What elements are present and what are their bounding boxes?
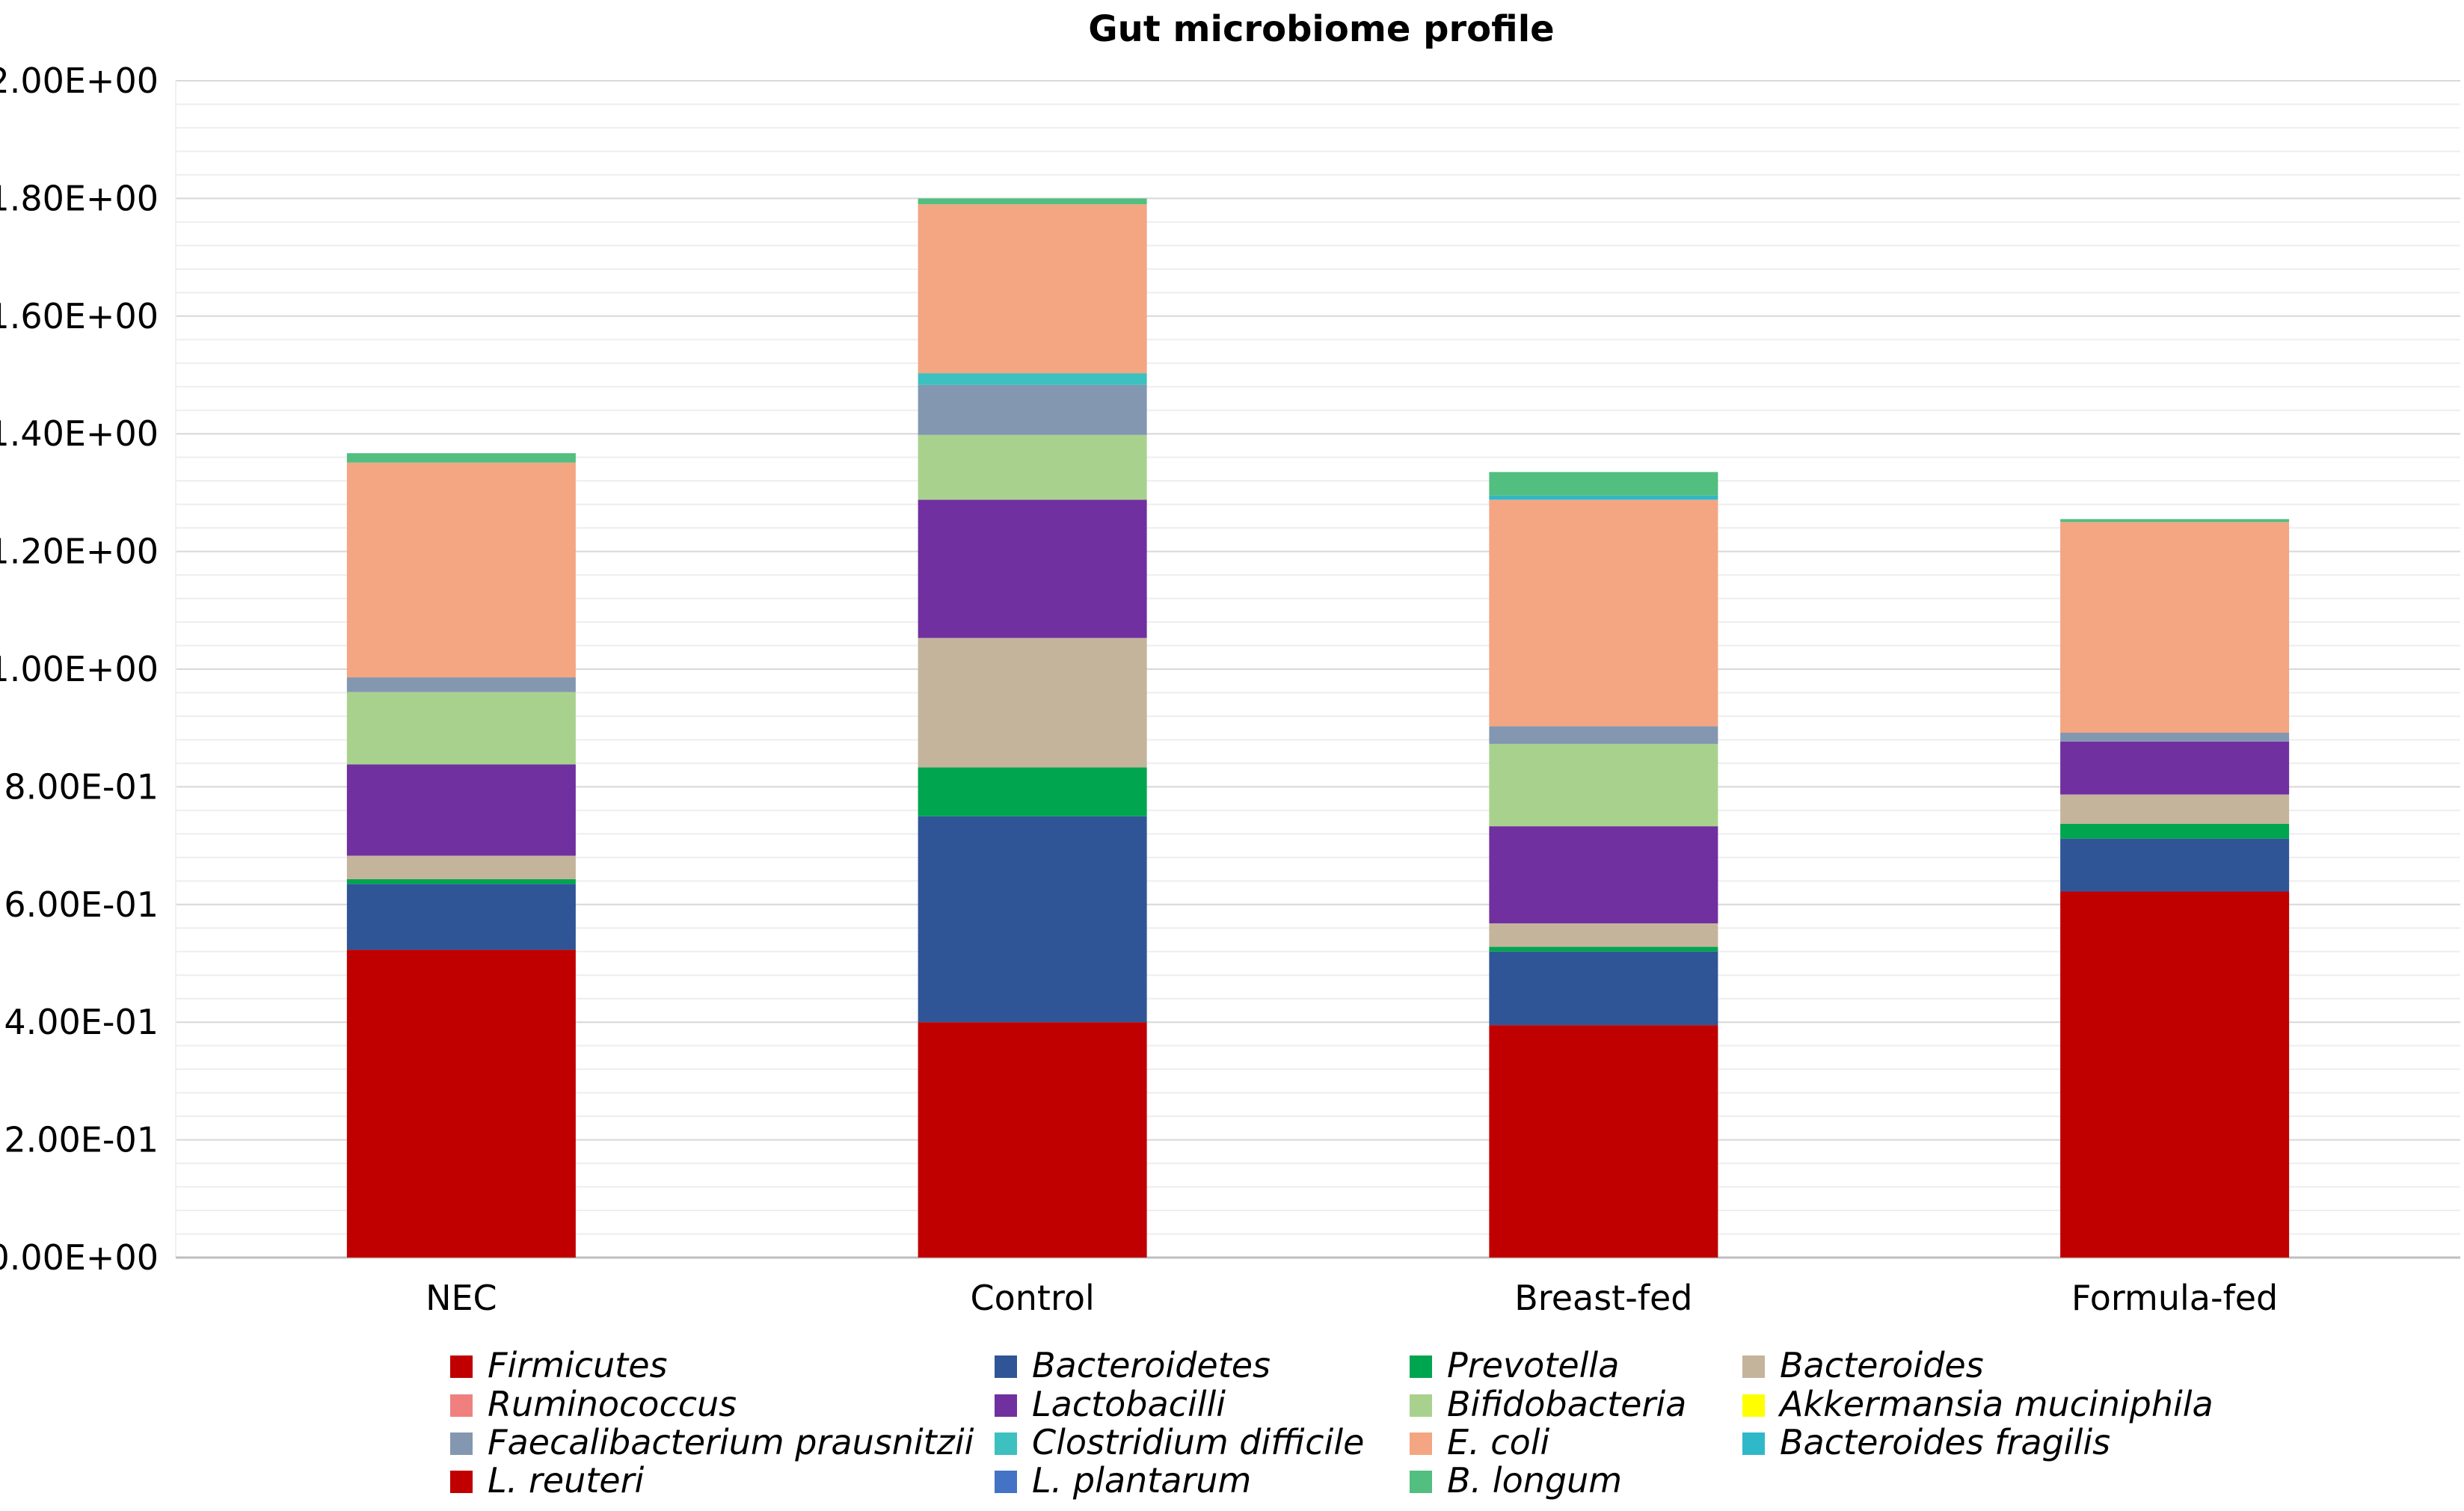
legend-label: Akkermansia muciniphila: [1778, 1384, 2213, 1424]
bar-segment: [2060, 794, 2290, 824]
bar-segment: [2060, 741, 2290, 795]
bar-segment: [918, 204, 1147, 374]
legend-swatch: [1742, 1432, 1765, 1455]
y-tick-label: 4.00E-01: [4, 1002, 159, 1042]
legend-swatch: [450, 1355, 473, 1378]
bar-segment: [2060, 732, 2290, 742]
bar-segment: [918, 198, 1147, 205]
bar-segment: [918, 1022, 1147, 1258]
bar-segment: [1489, 923, 1718, 947]
legend-label: L. reuteri: [488, 1460, 644, 1501]
bar-segment: [918, 373, 1147, 385]
bar-segment: [346, 878, 576, 884]
bar-segment: [2060, 838, 2290, 892]
legend-swatch: [450, 1432, 473, 1455]
legend-swatch: [995, 1394, 1017, 1417]
bar-segment: [346, 855, 576, 879]
x-category-label: Control: [970, 1278, 1094, 1318]
bar-segment: [346, 462, 576, 678]
x-category-label: NEC: [425, 1278, 497, 1318]
bar-segment: [2060, 823, 2290, 839]
legend-swatch: [1410, 1432, 1432, 1455]
bar-segment: [346, 950, 576, 1258]
legend-label: Clostridium difficile: [1032, 1422, 1364, 1462]
chart-title: Gut microbiome profile: [1088, 8, 1554, 50]
legend-swatch: [995, 1432, 1017, 1455]
legend-label: B. longum: [1447, 1460, 1622, 1501]
y-tick-label: 1.00E+00: [0, 649, 159, 689]
bar-segment: [2060, 891, 2290, 1258]
bar-segment: [1489, 472, 1718, 496]
x-category-label: Breast-fed: [1514, 1278, 1692, 1318]
legend-label: Faecalibacterium prausnitzii: [488, 1422, 974, 1462]
bar-segment: [1489, 826, 1718, 923]
y-tick-label: 1.20E+00: [0, 532, 159, 572]
bar-segment: [1489, 499, 1718, 727]
bar-segment: [1489, 951, 1718, 1026]
labels-layer: 0.00E+00 2.00E-01 4.00E-01 6.00E-01 8.00E-01…: [0, 61, 2278, 1318]
bar-segment: [346, 884, 576, 950]
bar-segment: [1489, 743, 1718, 827]
y-tick-label: 8.00E-01: [4, 766, 159, 807]
bar-segment: [346, 453, 576, 463]
legend-swatch: [995, 1471, 1017, 1493]
legend-swatch: [1742, 1394, 1765, 1417]
bar-segment: [346, 764, 576, 856]
legend-label: Firmicutes: [488, 1345, 668, 1385]
legend-swatch: [1742, 1355, 1765, 1378]
bar-segment: [346, 692, 576, 765]
y-tick-label: 6.00E-01: [4, 884, 159, 925]
bar-segment: [346, 677, 576, 692]
bar-segment: [1489, 726, 1718, 744]
legend-swatch: [995, 1355, 1017, 1378]
bar-segment: [1489, 495, 1718, 500]
legend-label: Bacteroides fragilis: [1780, 1422, 2110, 1462]
bar-segment: [918, 499, 1147, 638]
y-tick-label: 0.00E+00: [0, 1237, 159, 1278]
bar-segment: [918, 434, 1147, 500]
legend-label: Bacteroides: [1780, 1345, 1984, 1385]
bar-segment: [2060, 522, 2290, 733]
y-tick-label: 2.00E-01: [4, 1120, 159, 1160]
legend-label: E. coli: [1447, 1422, 1550, 1462]
legend-label: Bacteroidetes: [1032, 1345, 1271, 1385]
y-tick-label: 2.00E+00: [0, 61, 159, 101]
legend-swatch: [1410, 1471, 1432, 1493]
bar-segment: [1489, 947, 1718, 952]
legend-swatch: [1410, 1394, 1432, 1417]
bar-segment: [918, 384, 1147, 435]
bars-layer: [346, 198, 2290, 1258]
bar-segment: [2060, 519, 2290, 523]
y-tick-label: 1.60E+00: [0, 296, 159, 336]
bar-segment: [918, 767, 1147, 816]
legend-swatch: [1410, 1355, 1432, 1378]
legend-label: Bifidobacteria: [1447, 1384, 1686, 1424]
legend-label: Prevotella: [1447, 1345, 1619, 1385]
legend-label: Lactobacilli: [1032, 1384, 1226, 1424]
legend-swatch: [450, 1394, 473, 1417]
y-tick-label: 1.40E+00: [0, 413, 159, 454]
bar-segment: [1489, 1025, 1718, 1258]
x-category-label: Formula-fed: [2071, 1278, 2278, 1318]
legend: Firmicutes Bacteroidetes Prevotella Bactero…: [450, 1345, 2213, 1501]
bar-segment: [918, 816, 1147, 1023]
legend-label: Ruminococcus: [488, 1384, 737, 1424]
bar-segment: [918, 638, 1147, 768]
y-tick-label: 1.80E+00: [0, 178, 159, 218]
legend-label: L. plantarum: [1032, 1460, 1251, 1501]
legend-swatch: [450, 1471, 473, 1493]
